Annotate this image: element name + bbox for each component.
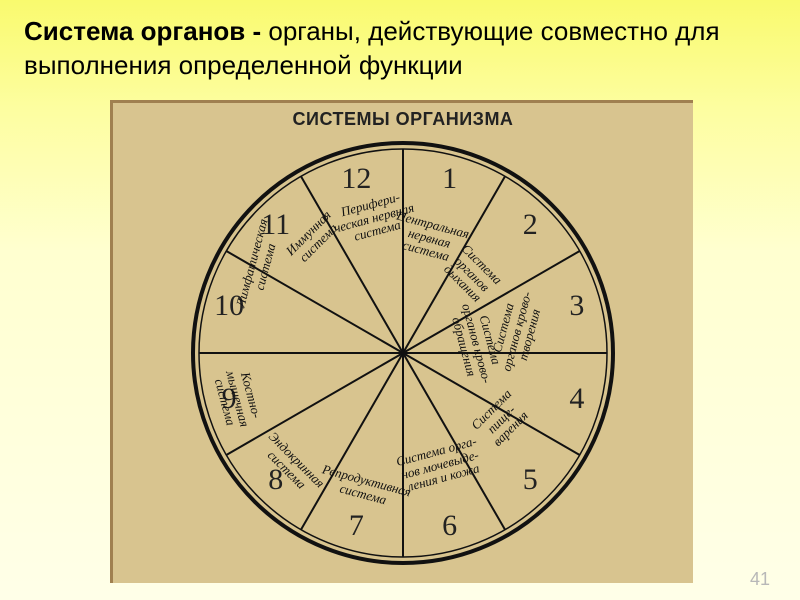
- sector-number: 2: [523, 208, 538, 242]
- sector-number: 12: [341, 162, 371, 196]
- sector-number: 3: [569, 289, 584, 323]
- wheel-diagram: 1Центральная нервная система2Система орг…: [183, 133, 623, 573]
- diagram-scan: СИСТЕМЫ ОРГАНИЗМА 1Центральная нервная с…: [110, 100, 693, 583]
- diagram-title: СИСТЕМЫ ОРГАНИЗМА: [113, 109, 693, 130]
- sector-number: 1: [442, 162, 457, 196]
- page-number: 41: [750, 569, 770, 590]
- sector-number: 5: [523, 463, 538, 497]
- slide: Система органов - органы, действующие со…: [0, 0, 800, 600]
- sector-number: 7: [349, 509, 364, 543]
- heading: Система органов - органы, действующие со…: [24, 14, 776, 83]
- sector-number: 4: [569, 382, 584, 416]
- heading-bold: Система органов -: [24, 16, 261, 46]
- sector-number: 6: [442, 509, 457, 543]
- sector-number: 11: [261, 208, 290, 242]
